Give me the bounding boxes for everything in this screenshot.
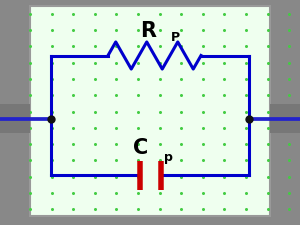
- Text: R: R: [140, 21, 157, 40]
- Bar: [0, 105, 30, 134]
- Text: P: P: [171, 31, 180, 44]
- Bar: [30, 7, 270, 216]
- Text: p: p: [164, 150, 172, 163]
- Text: C: C: [134, 138, 148, 157]
- Bar: [270, 105, 300, 134]
